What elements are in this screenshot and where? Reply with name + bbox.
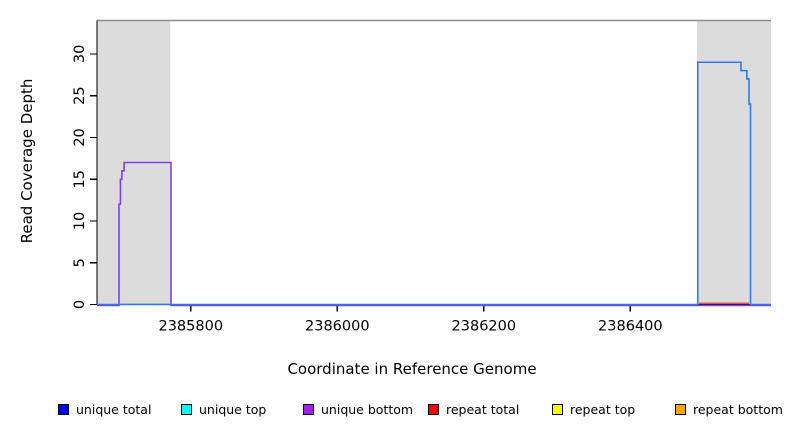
series-line-unique-bottom <box>97 161 771 307</box>
y-tick-label: 5 <box>72 258 88 267</box>
y-tick-label: 0 <box>72 300 88 309</box>
x-tick-label: 2386200 <box>452 319 517 335</box>
y-tick-label: 30 <box>72 45 88 63</box>
x-tick-label: 2386000 <box>305 319 370 335</box>
x-axis-title: Coordinate in Reference Genome <box>287 360 537 378</box>
x-tick-label: 2386400 <box>598 319 663 335</box>
series-line-unique-total <box>97 61 771 306</box>
x-tick-label: 2385800 <box>158 319 223 335</box>
y-tick-label: 15 <box>72 170 88 188</box>
y-tick-label: 20 <box>72 128 88 146</box>
y-axis-title: Read Coverage Depth <box>18 78 36 244</box>
y-tick-label: 10 <box>72 212 88 230</box>
covered-region <box>697 20 771 305</box>
y-tick-label: 25 <box>72 86 88 104</box>
